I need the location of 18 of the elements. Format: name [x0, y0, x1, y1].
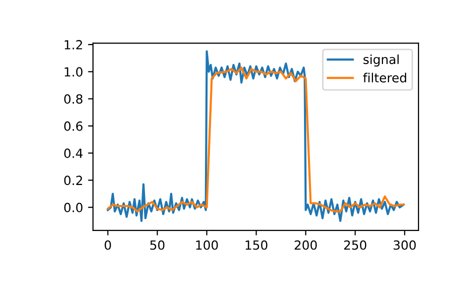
legend-label: signal	[364, 54, 399, 67]
x-tick-label: 100	[196, 240, 218, 250]
y-tick-label: 0.0	[64, 202, 82, 212]
x-tick-label: 0	[104, 240, 111, 250]
y-tick-label: 0.8	[64, 94, 82, 104]
x-tick-label: 50	[150, 240, 164, 250]
y-tick-label: 1.0	[64, 67, 82, 77]
x-tick-label: 250	[344, 240, 366, 250]
legend-label: filtered	[363, 72, 406, 82]
y-tick-label: 0.2	[64, 176, 82, 186]
y-tick-label: 0.6	[64, 121, 82, 131]
y-tick-label: 1.2	[64, 40, 82, 50]
line-series	[106, 50, 405, 222]
line-series	[106, 66, 405, 212]
y-tick-label: 0.4	[64, 148, 83, 158]
x-tick-label: 150	[246, 240, 268, 250]
x-tick-label: 300	[394, 240, 416, 250]
x-tick-label: 200	[294, 240, 317, 250]
